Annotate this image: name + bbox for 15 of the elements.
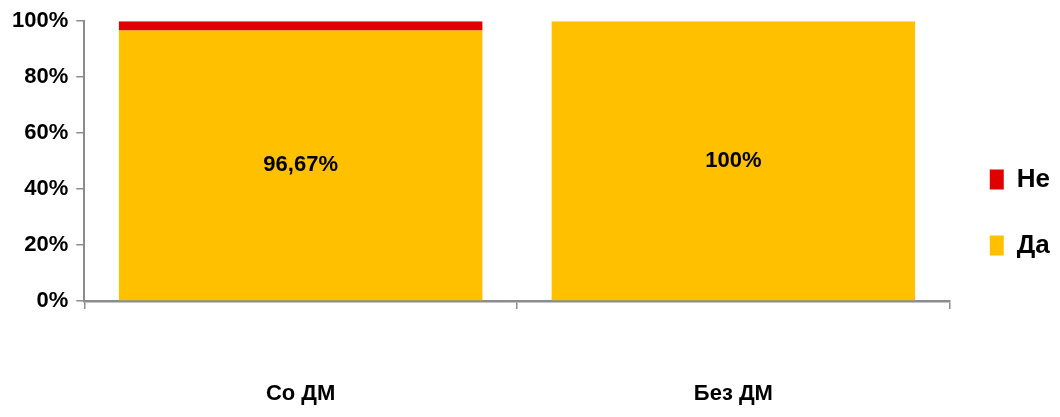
y-tick-label: 40% [24,175,69,201]
legend-label: Не [1016,162,1051,193]
bar [551,21,916,301]
bar [118,30,483,301]
y-tick-label: 20% [24,231,69,257]
y-tick-label: 80% [24,63,69,89]
x-tick-label: Со ДМ [265,380,336,406]
y-tick-label: 60% [24,119,69,145]
data-label: 96,67% [263,151,338,177]
y-tick-label: 100% [11,7,69,33]
x-tick-label: Без ДМ [693,380,773,406]
bar [118,21,483,31]
legend-label: Да [1016,228,1051,259]
data-label: 100% [705,146,762,172]
y-tick-label: 0% [36,287,69,313]
